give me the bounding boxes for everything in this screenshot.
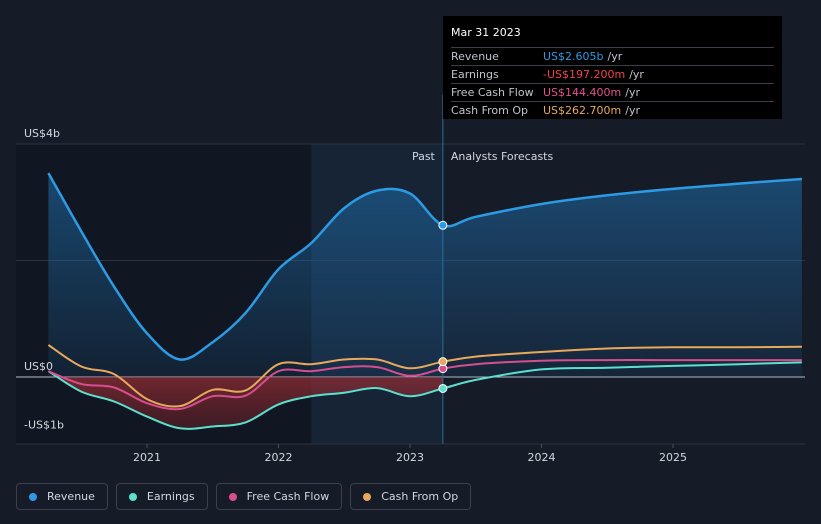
tooltip-row-revenue: Revenue US$2.605b /yr — [451, 47, 774, 65]
legend-label: Revenue — [47, 490, 95, 503]
tooltip-row-free-cash-flow: Free Cash Flow US$144.400m /yr — [451, 83, 774, 101]
legend-item-free-cash-flow[interactable]: Free Cash Flow — [215, 483, 343, 510]
revenue-area — [48, 173, 802, 377]
past-label: Past — [412, 150, 436, 163]
cash-from-op-marker — [438, 357, 448, 367]
earnings-dot-icon — [128, 492, 137, 501]
x-tick-label: 2024 — [528, 451, 556, 464]
x-tick-label: 2021 — [133, 451, 161, 464]
y-tick-label: -US$1b — [24, 418, 64, 431]
tooltip: Mar 31 2023 Revenue US$2.605b /yr Earnin… — [443, 16, 782, 119]
free-cash-flow-dot-icon — [228, 492, 237, 501]
tooltip-unit: /yr — [607, 50, 623, 63]
revenue-line — [47, 172, 802, 361]
tooltip-unit: /yr — [625, 86, 640, 99]
earnings-line — [47, 361, 802, 430]
y-tick-label: US$0 — [24, 360, 53, 373]
legend: Revenue Earnings Free Cash Flow Cash Fro… — [16, 483, 472, 510]
legend-item-earnings[interactable]: Earnings — [115, 483, 208, 510]
legend-label: Earnings — [146, 490, 195, 503]
tooltip-value: US$262.700m — [543, 104, 622, 117]
tooltip-value: US$2.605b — [543, 50, 604, 63]
tooltip-date: Mar 31 2023 — [451, 26, 521, 39]
x-tick-label: 2025 — [659, 451, 687, 464]
legend-label: Cash From Op — [381, 490, 459, 503]
legend-label: Free Cash Flow — [246, 490, 330, 503]
tooltip-value: -US$197.200m — [543, 68, 626, 81]
forecast-label: Analysts Forecasts — [451, 150, 554, 163]
cash-from-op-dot-icon — [363, 492, 372, 501]
x-tick-label: 2023 — [396, 451, 424, 464]
cash-from-op-line — [47, 344, 802, 408]
tooltip-label: Earnings — [451, 68, 499, 81]
revenue-marker — [438, 220, 448, 230]
tooltip-unit: /yr — [629, 68, 644, 81]
x-tick-label: 2022 — [265, 451, 293, 464]
tooltip-label: Cash From Op — [451, 104, 529, 117]
tooltip-unit: /yr — [625, 104, 640, 117]
free-cash-flow-line — [48, 359, 802, 411]
tooltip-row-cash-from-op: Cash From Op US$262.700m /yr — [451, 101, 774, 119]
earnings-marker — [438, 383, 448, 393]
revenue-dot-icon — [29, 492, 37, 501]
tooltip-row-earnings: Earnings -US$197.200m /yr — [451, 65, 774, 83]
tooltip-label: Free Cash Flow — [451, 86, 534, 99]
y-tick-label: US$4b — [24, 127, 60, 140]
tooltip-label: Revenue — [451, 50, 499, 63]
legend-item-cash-from-op[interactable]: Cash From Op — [350, 483, 472, 510]
legend-item-revenue[interactable]: Revenue — [16, 483, 108, 510]
tooltip-value: US$144.400m — [543, 86, 622, 99]
